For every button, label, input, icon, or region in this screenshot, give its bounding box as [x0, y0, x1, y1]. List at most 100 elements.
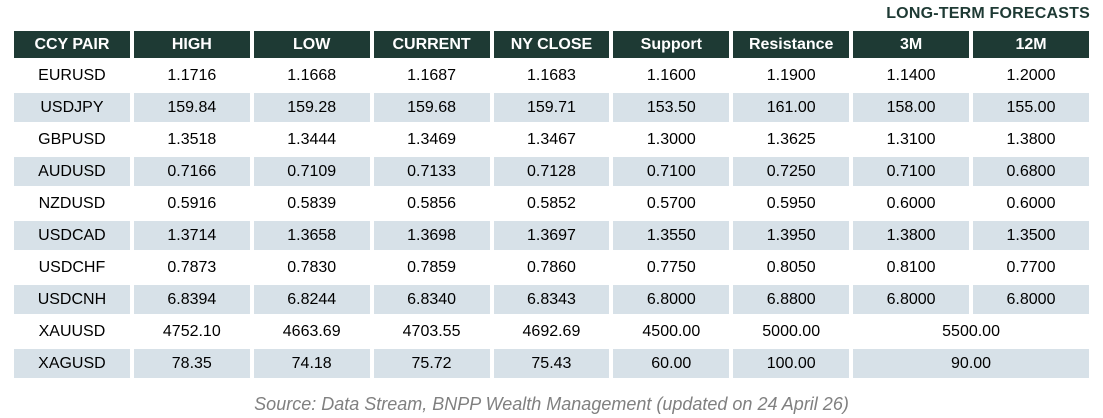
- value-cell: 6.8000: [853, 285, 969, 314]
- value-cell: 0.5856: [373, 189, 490, 218]
- value-cell: 0.5916: [133, 189, 250, 218]
- column-header-current: CURRENT: [373, 31, 490, 58]
- ccy-pair-cell: USDCHF: [14, 253, 130, 282]
- value-cell: 0.5700: [613, 189, 730, 218]
- value-cell: 1.3100: [853, 125, 969, 154]
- value-cell: 75.43: [493, 349, 610, 378]
- value-cell: 0.7100: [853, 157, 969, 186]
- value-cell: 6.8000: [973, 285, 1089, 314]
- table-body: EURUSD 1.1716 1.1668 1.1687 1.1683 1.1600 1.19…: [14, 61, 1089, 378]
- value-cell: 0.5839: [253, 189, 370, 218]
- value-cell: 0.7860: [493, 253, 610, 282]
- value-cell: 1.3518: [133, 125, 250, 154]
- value-cell: 75.72: [373, 349, 490, 378]
- value-cell: 0.5852: [493, 189, 610, 218]
- value-cell: 4692.69: [493, 317, 610, 346]
- value-cell: 1.1687: [373, 61, 490, 90]
- value-cell: 6.8244: [253, 285, 370, 314]
- value-cell: 1.3950: [733, 221, 850, 250]
- header-row: CCY PAIR HIGH LOW CURRENT NY CLOSE Suppo…: [14, 31, 1089, 58]
- value-cell: 153.50: [613, 93, 730, 122]
- ccy-pair-cell: GBPUSD: [14, 125, 130, 154]
- value-cell: 1.1668: [253, 61, 370, 90]
- ccy-pair-cell: XAGUSD: [14, 349, 130, 378]
- column-header-ny-close: NY CLOSE: [493, 31, 610, 58]
- long-term-forecasts-label: LONG-TERM FORECASTS: [886, 5, 1090, 22]
- value-cell: 1.1716: [133, 61, 250, 90]
- value-cell: 0.7109: [253, 157, 370, 186]
- column-header-ccy-pair: CCY PAIR: [14, 31, 130, 58]
- ccy-pair-cell: XAUUSD: [14, 317, 130, 346]
- value-cell: 1.3697: [493, 221, 610, 250]
- value-cell: 90.00: [853, 349, 1089, 378]
- column-header-low: LOW: [253, 31, 370, 58]
- value-cell: 6.8394: [133, 285, 250, 314]
- table-row: AUDUSD 0.7166 0.7109 0.7133 0.7128 0.7100 0.72…: [14, 157, 1089, 186]
- table-row: NZDUSD 0.5916 0.5839 0.5856 0.5852 0.5700 0.59…: [14, 189, 1089, 218]
- value-cell: 158.00: [853, 93, 969, 122]
- table-row: USDCAD 1.3714 1.3658 1.3698 1.3697 1.3550 1.39…: [14, 221, 1089, 250]
- value-cell: 78.35: [133, 349, 250, 378]
- value-cell: 0.7873: [133, 253, 250, 282]
- value-cell: 1.3000: [613, 125, 730, 154]
- value-cell: 0.7133: [373, 157, 490, 186]
- table-row: XAUUSD 4752.10 4663.69 4703.55 4692.69 4500.0…: [14, 317, 1089, 346]
- value-cell: 1.3469: [373, 125, 490, 154]
- value-cell: 1.1400: [853, 61, 969, 90]
- value-cell: 0.7830: [253, 253, 370, 282]
- ccy-pair-cell: USDJPY: [14, 93, 130, 122]
- table-row: USDJPY 159.84 159.28 159.68 159.71 153.50 161.…: [14, 93, 1089, 122]
- ccy-pair-cell: USDCAD: [14, 221, 130, 250]
- value-cell: 159.28: [253, 93, 370, 122]
- value-cell: 60.00: [613, 349, 730, 378]
- value-cell: 159.68: [373, 93, 490, 122]
- column-header-high: HIGH: [133, 31, 250, 58]
- value-cell: 1.3444: [253, 125, 370, 154]
- value-cell: 161.00: [733, 93, 850, 122]
- table-row: XAGUSD 78.35 74.18 75.72 75.43 60.00 100.00 90.…: [14, 349, 1089, 378]
- value-cell: 0.8100: [853, 253, 969, 282]
- value-cell: 159.71: [493, 93, 610, 122]
- ccy-pair-cell: NZDUSD: [14, 189, 130, 218]
- column-header-support: Support: [613, 31, 730, 58]
- table-row: EURUSD 1.1716 1.1668 1.1687 1.1683 1.1600 1.19…: [14, 61, 1089, 90]
- value-cell: 1.1900: [733, 61, 850, 90]
- table-row: USDCHF 0.7873 0.7830 0.7859 0.7860 0.7750 0.80…: [14, 253, 1089, 282]
- value-cell: 1.1683: [493, 61, 610, 90]
- value-cell: 1.3658: [253, 221, 370, 250]
- value-cell: 6.8340: [373, 285, 490, 314]
- value-cell: 1.2000: [973, 61, 1089, 90]
- table-row: USDCNH 6.8394 6.8244 6.8340 6.8343 6.8000 6.88…: [14, 285, 1089, 314]
- value-cell: 0.6000: [973, 189, 1089, 218]
- value-cell: 0.6000: [853, 189, 969, 218]
- value-cell: 5500.00: [853, 317, 1089, 346]
- value-cell: 4500.00: [613, 317, 730, 346]
- value-cell: 1.3800: [973, 125, 1089, 154]
- source-attribution: Source: Data Stream, BNPP Wealth Managem…: [254, 394, 849, 414]
- value-cell: 155.00: [973, 93, 1089, 122]
- value-cell: 0.5950: [733, 189, 850, 218]
- value-cell: 6.8000: [613, 285, 730, 314]
- value-cell: 1.3714: [133, 221, 250, 250]
- table-header: CCY PAIR HIGH LOW CURRENT NY CLOSE Suppo…: [14, 31, 1089, 58]
- value-cell: 0.7750: [613, 253, 730, 282]
- value-cell: 0.7166: [133, 157, 250, 186]
- value-cell: 4703.55: [373, 317, 490, 346]
- value-cell: 0.7100: [613, 157, 730, 186]
- value-cell: 1.3625: [733, 125, 850, 154]
- column-header-3m: 3M: [853, 31, 969, 58]
- value-cell: 0.7700: [973, 253, 1089, 282]
- value-cell: 5000.00: [733, 317, 850, 346]
- value-cell: 0.7859: [373, 253, 490, 282]
- value-cell: 4752.10: [133, 317, 250, 346]
- column-header-resistance: Resistance: [733, 31, 850, 58]
- ccy-pair-cell: AUDUSD: [14, 157, 130, 186]
- value-cell: 4663.69: [253, 317, 370, 346]
- value-cell: 6.8800: [733, 285, 850, 314]
- column-header-12m: 12M: [973, 31, 1089, 58]
- value-cell: 159.84: [133, 93, 250, 122]
- value-cell: 1.3698: [373, 221, 490, 250]
- value-cell: 0.8050: [733, 253, 850, 282]
- value-cell: 6.8343: [493, 285, 610, 314]
